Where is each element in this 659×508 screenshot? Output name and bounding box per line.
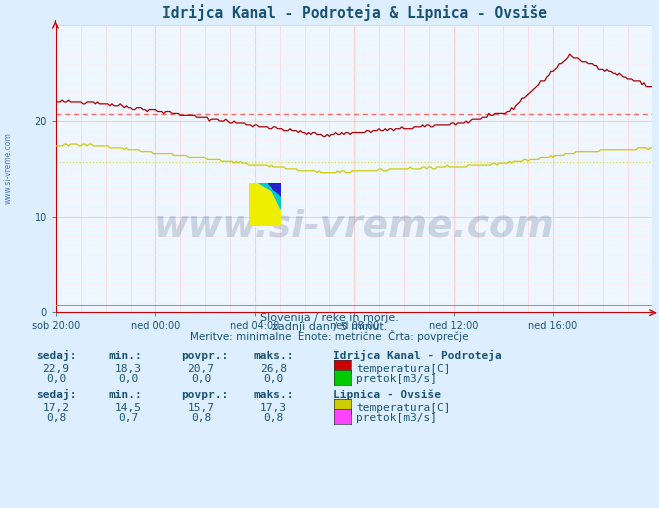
Text: povpr.:: povpr.: [181, 390, 229, 400]
Text: zadnji dan / 5 minut.: zadnji dan / 5 minut. [272, 322, 387, 332]
Text: pretok[m3/s]: pretok[m3/s] [356, 413, 437, 423]
Text: 0,0: 0,0 [191, 374, 211, 384]
Text: temperatura[C]: temperatura[C] [356, 364, 450, 374]
Text: min.:: min.: [109, 351, 142, 361]
Text: Idrijca Kanal - Podroteja: Idrijca Kanal - Podroteja [333, 350, 501, 361]
Text: povpr.:: povpr.: [181, 351, 229, 361]
Text: maks.:: maks.: [254, 351, 294, 361]
Text: 15,7: 15,7 [188, 403, 214, 413]
Text: 0,8: 0,8 [264, 413, 283, 423]
Text: 0,7: 0,7 [119, 413, 138, 423]
Text: 26,8: 26,8 [260, 364, 287, 374]
Text: 0,0: 0,0 [46, 374, 66, 384]
Polygon shape [249, 183, 281, 226]
Text: Slovenija / reke in morje.: Slovenija / reke in morje. [260, 313, 399, 323]
Text: 22,9: 22,9 [43, 364, 69, 374]
Text: 17,2: 17,2 [43, 403, 69, 413]
Text: www.si-vreme.com: www.si-vreme.com [154, 208, 555, 244]
Text: min.:: min.: [109, 390, 142, 400]
Polygon shape [258, 183, 281, 209]
Text: 0,8: 0,8 [191, 413, 211, 423]
Text: pretok[m3/s]: pretok[m3/s] [356, 374, 437, 384]
Text: 0,0: 0,0 [119, 374, 138, 384]
Text: maks.:: maks.: [254, 390, 294, 400]
Text: 18,3: 18,3 [115, 364, 142, 374]
Polygon shape [268, 183, 281, 196]
Text: 0,0: 0,0 [264, 374, 283, 384]
Title: Idrijca Kanal - Podroteja & Lipnica - Ovsiše: Idrijca Kanal - Podroteja & Lipnica - Ov… [161, 5, 547, 21]
Text: 14,5: 14,5 [115, 403, 142, 413]
Text: Lipnica - Ovsiše: Lipnica - Ovsiše [333, 390, 441, 400]
Text: sedaj:: sedaj: [36, 350, 76, 361]
Text: Meritve: minimalne  Enote: metrične  Črta: povprečje: Meritve: minimalne Enote: metrične Črta:… [190, 330, 469, 342]
Text: 0,8: 0,8 [46, 413, 66, 423]
Text: 17,3: 17,3 [260, 403, 287, 413]
Text: 20,7: 20,7 [188, 364, 214, 374]
Text: www.si-vreme.com: www.si-vreme.com [3, 132, 13, 204]
Text: sedaj:: sedaj: [36, 389, 76, 400]
Text: temperatura[C]: temperatura[C] [356, 403, 450, 413]
